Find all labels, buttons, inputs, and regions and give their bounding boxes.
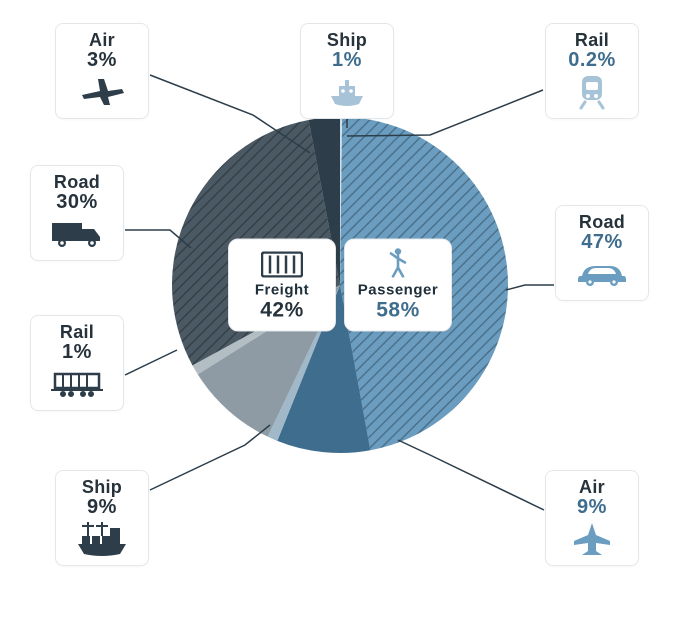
legend-freight-rail: Rail 1% [30,315,124,411]
legend-label: Road [579,212,625,233]
legend-value: 9% [577,496,607,519]
legend-passenger-air: Air 9% [545,470,639,566]
legend-passenger-ship: Ship 1% [300,23,394,119]
legend-freight-ship: Ship 9% [55,470,149,566]
legend-label: Ship [82,477,122,498]
legend-label: Rail [60,322,94,343]
car-icon [564,256,640,292]
ship-icon [309,74,385,110]
rail-car-icon [39,366,115,402]
jet-icon [64,74,140,110]
center-card-passenger: Passenger 58% [344,239,452,332]
legend-label: Ship [327,30,367,51]
legend-label: Rail [575,30,609,51]
legend-passenger-road: Road 47% [555,205,649,301]
train-icon [554,74,630,110]
pie-chart: Freight 42% Passenger 58% [170,115,510,455]
center-freight-label: Freight [255,282,309,299]
center-freight-value: 42% [260,299,304,323]
legend-passenger-rail: Rail 0.2% [545,23,639,119]
legend-value: 9% [87,496,117,519]
legend-value: 1% [332,49,362,72]
legend-label: Air [89,30,115,51]
center-passenger-value: 58% [376,299,420,323]
plane-icon [554,521,630,557]
center-passenger-label: Passenger [358,282,438,299]
legend-freight-air: Air 3% [55,23,149,119]
legend-value: 0.2% [568,49,616,72]
center-cards: Freight 42% Passenger 58% [228,239,452,332]
legend-value: 3% [87,49,117,72]
legend-value: 47% [581,231,623,254]
legend-value: 30% [56,191,98,214]
container-icon [261,250,303,278]
legend-value: 1% [62,341,92,364]
legend-label: Air [579,477,605,498]
cargo-ship-icon [64,521,140,557]
legend-label: Road [54,172,100,193]
legend-freight-road: Road 30% [30,165,124,261]
person-icon [385,250,411,278]
truck-icon [39,216,115,252]
center-card-freight: Freight 42% [228,239,336,332]
